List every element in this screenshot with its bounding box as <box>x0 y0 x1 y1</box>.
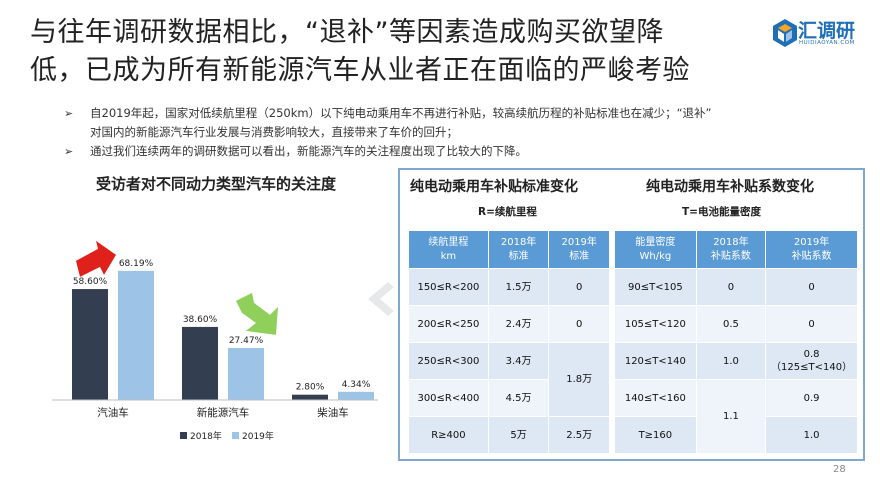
data-label: 2.80% <box>296 383 325 393</box>
table-cell-merged: 1.1 <box>695 379 767 454</box>
data-label: 68.19% <box>119 259 154 269</box>
table-cell: 0 <box>695 268 767 306</box>
bar <box>228 347 264 400</box>
table-cell: 0 <box>765 268 858 306</box>
data-label: 38.60% <box>183 315 218 325</box>
bullet-item: ➢ 通过我们连续两年的调研数据可以看出，新能源汽车的关注程度出现了比较大的下降。 <box>64 142 854 161</box>
bar <box>182 326 218 400</box>
table-cell: 2.4万 <box>487 305 550 343</box>
bullet-text: 自2019年起，国家对低续航里程（250km）以下纯电动乘用车不再进行补贴，较高… <box>90 106 712 120</box>
table-cell: 0.9 <box>765 379 858 417</box>
bar <box>292 394 328 400</box>
data-label: 58.60% <box>73 277 108 287</box>
table-cell: 1.0 <box>695 342 767 380</box>
table-cell: 300≤R<400 <box>408 379 489 417</box>
brand-logo: 汇调研 HUIDIAOYAN.COM <box>772 16 872 60</box>
table-cell: 0 <box>548 305 610 343</box>
table-cell: 3.4万 <box>487 342 550 380</box>
table-cell-merged: 1.8万 <box>548 342 610 417</box>
table-row: 105≤T<120 0.5 0 <box>614 305 858 343</box>
title-line-1: 与往年调研数据相比，“退补”等因素造成购买欲望降 <box>30 17 664 48</box>
table-header-cell: 续航里程 km <box>408 230 489 269</box>
table-row: T≥160 1.0 <box>614 416 858 454</box>
chart-title: 受访者对不同动力类型汽车的关注度 <box>96 175 337 193</box>
bullet-item: ➢ 自2019年起，国家对低续航里程（250km）以下纯电动乘用车不再进行补贴，… <box>64 104 854 123</box>
data-label: 27.47% <box>229 336 264 346</box>
table-header-cell: 2018年 标准 <box>487 230 550 269</box>
table-cell: 120≤T<140 <box>614 342 697 380</box>
table-cell: 0.5 <box>695 305 767 343</box>
table-cell: 5万 <box>487 416 550 454</box>
table-cell: 200≤R<250 <box>408 305 489 343</box>
table-cell: 2.5万 <box>548 416 610 454</box>
trend-up-arrow-icon <box>76 240 116 277</box>
data-label: 4.34% <box>342 380 371 390</box>
subsidy-standard-table: 续航里程 km 2018年 标准 2019年 标准 150≤R<200 1.5万 0 … <box>408 230 610 454</box>
table-cell: R≥400 <box>408 416 489 454</box>
category-label: 新能源汽车 <box>197 406 250 419</box>
table-row: R≥400 5万 2.5万 <box>408 416 610 454</box>
category-label: 柴油车 <box>317 406 349 419</box>
bar <box>118 270 154 400</box>
bar-chart: 58.60% 68.19% 汽油车 38.60% 27.47% 新能源汽车 2.80% 4.3… <box>52 240 378 442</box>
logo-text: 汇调研 <box>798 20 856 42</box>
legend-label: 2019年 <box>242 430 274 442</box>
table1-title: 纯电动乘用车补贴标准变化 <box>410 179 578 195</box>
table-cell: 140≤T<160 <box>614 379 697 417</box>
bar <box>72 289 108 400</box>
bar <box>338 391 374 400</box>
table-header-row: 续航里程 km 2018年 标准 2019年 标准 <box>408 230 610 269</box>
logo-mark-icon <box>773 19 797 47</box>
table1-subtitle: R=续航里程 <box>478 206 537 218</box>
table-cell: 1.5万 <box>487 268 550 306</box>
table-row: 200≤R<250 2.4万 0 <box>408 305 610 343</box>
table-row: 120≤T<140 1.0 0.8 （125≤T<140） <box>614 342 858 380</box>
subsidy-coefficient-table: 能量密度 Wh/kg 2018年 补贴系数 2019年 补贴系数 90≤T<105 0… <box>614 230 858 454</box>
table-cell: 250≤R<300 <box>408 342 489 380</box>
legend-label: 2018年 <box>190 430 222 442</box>
page-number: 28 <box>833 464 846 475</box>
table-header-cell: 2018年 补贴系数 <box>695 230 767 269</box>
table-cell: 150≤R<200 <box>408 268 489 306</box>
title-line-2: 低，已成为所有新能源汽车从业者正在面临的严峻考验 <box>30 55 690 86</box>
table-cell: 1.0 <box>765 416 858 454</box>
table-row: 250≤R<300 3.4万 1.8万 <box>408 342 610 417</box>
bullet-list: ➢ 自2019年起，国家对低续航里程（250km）以下纯电动乘用车不再进行补贴，… <box>64 104 854 161</box>
table-cell: 105≤T<120 <box>614 305 697 343</box>
table-header-row: 能量密度 Wh/kg 2018年 补贴系数 2019年 补贴系数 <box>614 230 858 269</box>
logo-subtext: HUIDIAOYAN.COM <box>799 40 855 46</box>
table-cell: 90≤T<105 <box>614 268 697 306</box>
table-header-cell: 2019年 补贴系数 <box>765 230 858 269</box>
legend-swatch <box>180 432 187 439</box>
table2-title: 纯电动乘用车补贴系数变化 <box>646 179 814 195</box>
category-label: 汽油车 <box>97 406 129 419</box>
table-row: 90≤T<105 0 0 <box>614 268 858 306</box>
table-header-cell: 2019年 标准 <box>548 230 610 269</box>
page-title: 与往年调研数据相比，“退补”等因素造成购买欲望降 低，已成为所有新能源汽车从业者… <box>30 14 790 90</box>
table-cell: T≥160 <box>614 416 697 454</box>
table-cell: 0 <box>765 305 858 343</box>
table-row: 140≤T<160 1.1 0.9 <box>614 379 858 454</box>
table2-subtitle: T=电池能量密度 <box>682 206 761 218</box>
table-cell: 0 <box>548 268 610 306</box>
table-row: 150≤R<200 1.5万 0 <box>408 268 610 306</box>
table-cell: 0.8 （125≤T<140） <box>765 342 858 380</box>
trend-down-arrow-icon <box>236 292 278 335</box>
table-header-cell: 能量密度 Wh/kg <box>614 230 697 269</box>
table-cell: 4.5万 <box>487 379 550 417</box>
legend-swatch <box>232 432 239 439</box>
bullet-text: 通过我们连续两年的调研数据可以看出，新能源汽车的关注程度出现了比较大的下降。 <box>90 144 527 158</box>
subsidy-panel: 纯电动乘用车补贴标准变化 R=续航里程 纯电动乘用车补贴系数变化 T=电池能量密… <box>398 168 865 461</box>
bullet-continuation: 对国内的新能源汽车行业发展与消费影响较大，直接带来了车价的回升； <box>90 125 458 139</box>
bullet-arrow-icon: ➢ <box>64 145 74 158</box>
chevron-left-icon <box>368 282 394 316</box>
bullet-arrow-icon: ➢ <box>64 107 74 120</box>
